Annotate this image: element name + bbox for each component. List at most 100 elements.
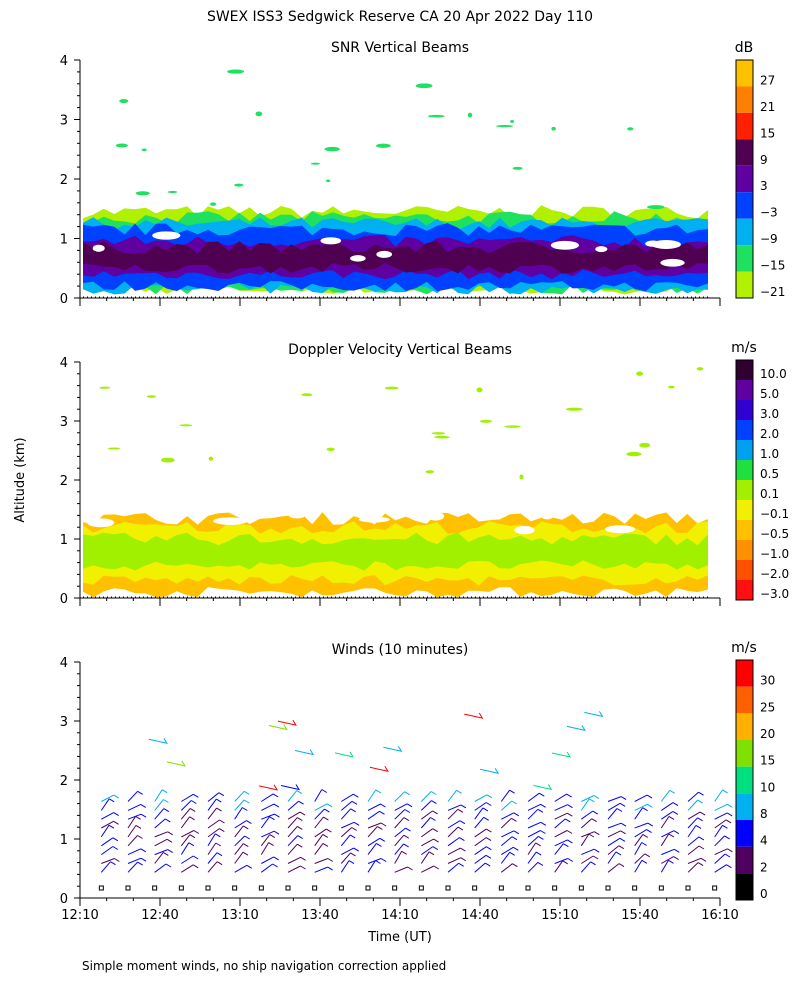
panel-2: Doppler Velocity Vertical Beams01234m/s1… (60, 340, 789, 607)
colorbar-label: 15 (760, 126, 775, 140)
wind-barb (554, 804, 573, 811)
heatmap-gap (350, 255, 366, 262)
wind-barb (101, 820, 119, 829)
wind-barb (234, 790, 250, 802)
wind-barb (420, 800, 437, 811)
wind-barb (394, 843, 409, 855)
x-tick-label: 15:10 (541, 908, 578, 923)
heatmap-gap (514, 525, 535, 535)
wind-barb (474, 794, 493, 802)
colorbar-swatch (736, 380, 753, 400)
wind-barb (474, 807, 489, 820)
barb-origin-marker (632, 885, 638, 891)
wind-barb (207, 861, 223, 873)
wind-barb (421, 838, 439, 847)
heatmap-speckle (479, 419, 493, 423)
wind-barb (367, 810, 385, 820)
wind-barb (634, 853, 651, 864)
wind-barb (687, 799, 703, 811)
colorbar-swatch (736, 165, 753, 193)
wind-barb (154, 831, 173, 838)
wind-barb (234, 864, 253, 873)
wind-barb (687, 857, 707, 864)
y-tick-label: 3 (60, 114, 68, 129)
wind-barb (661, 848, 680, 856)
heatmap-speckle (376, 143, 391, 148)
wind-barb (287, 865, 306, 873)
heatmap-gap (135, 495, 159, 502)
colorbar-swatch (736, 766, 753, 794)
heatmap-speckle (647, 205, 665, 210)
wind-barb (234, 843, 249, 855)
barb-origin-marker (285, 885, 291, 891)
barb-origin-marker (552, 885, 558, 891)
wind-barb (660, 859, 674, 873)
wind-barb (207, 819, 225, 829)
wind-barb (207, 852, 223, 864)
colorbar-swatch (736, 820, 753, 847)
wind-barb (367, 803, 386, 811)
wind-barb (554, 860, 568, 873)
wind-barb (127, 824, 142, 838)
wind-barb-upper (551, 751, 572, 758)
wind-barb (687, 817, 703, 829)
wind-barb (314, 858, 334, 864)
wind-barb (394, 791, 410, 802)
wind-barb (367, 837, 386, 847)
colorbar-swatch (736, 86, 753, 113)
wind-barb (661, 810, 679, 820)
wind-barb (180, 800, 197, 811)
wind-barb (314, 816, 329, 829)
heatmap-speckle (431, 432, 446, 435)
heatmap-speckle (227, 69, 245, 74)
heatmap-speckle (141, 148, 147, 152)
barb-origin-marker (205, 885, 211, 891)
barb-origin-marker (525, 885, 531, 891)
heatmap-speckle (310, 162, 321, 165)
wind-barb (661, 830, 680, 838)
wind-barb (207, 828, 225, 838)
heatmap-gap (320, 237, 342, 245)
wind-barb (634, 794, 653, 802)
wind-barb (607, 845, 625, 855)
y-tick-label: 0 (60, 292, 68, 307)
heatmap-speckle (208, 456, 214, 461)
heatmap-speckle (476, 387, 483, 393)
wind-barb (207, 792, 225, 802)
colorbar-label: −21 (760, 285, 785, 299)
colorbar-swatch (736, 460, 753, 480)
wind-barb (474, 802, 492, 811)
wind-barb (261, 803, 280, 811)
heatmap-speckle (627, 127, 634, 131)
heatmap-speckle (115, 143, 128, 148)
heatmap-gap (92, 244, 105, 252)
wind-barb (580, 861, 596, 873)
heatmap-speckle (119, 99, 129, 104)
wind-barb (634, 829, 652, 838)
wind-barb (287, 790, 303, 802)
wind-barb (154, 789, 168, 802)
barb-origin-marker (232, 885, 238, 891)
heatmap-speckle (504, 425, 521, 428)
heatmap-speckle (565, 407, 583, 411)
wind-barb (501, 830, 520, 838)
colorbar-label: 0 (760, 887, 768, 901)
wind-barb (447, 857, 466, 864)
x-axis-label: Time (UT) (367, 930, 432, 945)
heatmap-speckle (512, 166, 523, 170)
wind-barb (474, 837, 492, 847)
panel-title: Winds (10 minutes) (332, 642, 469, 658)
heatmap-gap (540, 511, 554, 520)
wind-barb (260, 834, 276, 847)
wind-barb (154, 799, 169, 811)
heatmap-gap (427, 511, 445, 521)
wind-barb (127, 857, 147, 864)
heatmap-gap (595, 246, 608, 253)
colorbar-swatch (736, 580, 753, 600)
wind-barb (500, 836, 518, 847)
wind-barb-upper (166, 760, 186, 767)
colorbar-swatch (736, 218, 753, 246)
wind-barb (660, 789, 675, 802)
colorbar-swatch (736, 360, 753, 380)
wind-barb (714, 853, 731, 864)
